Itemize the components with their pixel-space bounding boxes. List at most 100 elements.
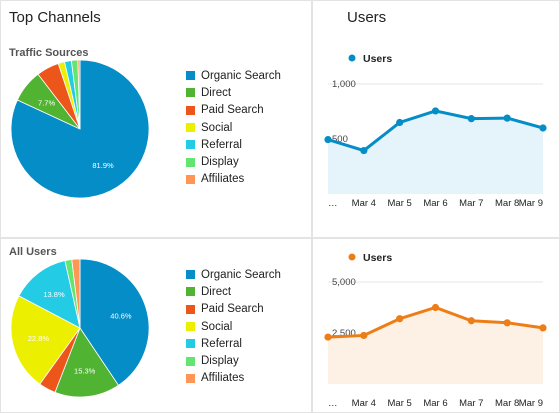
traffic-sources-legend: Organic Search Direct Paid Search Social Ref… xyxy=(186,67,281,188)
all-users-legend: Organic Search Direct Paid Search Social Ref… xyxy=(186,266,281,387)
traffic-sources-label: Traffic Sources xyxy=(9,47,89,59)
legend-item-paid-search[interactable]: Paid Search xyxy=(186,301,281,318)
legend-swatch-referral xyxy=(186,140,195,150)
legend-label: Users xyxy=(363,53,392,65)
legend-label: Direct xyxy=(201,86,232,99)
x-tick-label: … xyxy=(328,198,338,209)
y-tick-label: 1,000 xyxy=(332,79,356,90)
legend-label: Affiliates xyxy=(201,372,245,385)
pie-slice-label: 13.8% xyxy=(43,290,65,299)
x-tick-label: … xyxy=(328,398,338,409)
data-point[interactable] xyxy=(539,124,547,132)
pie-slice-direct[interactable] xyxy=(54,327,119,398)
legend-label: Paid Search xyxy=(201,303,264,316)
legend-item-organic-search[interactable]: Organic Search xyxy=(186,67,281,84)
legend-swatch-affiliates xyxy=(186,174,195,184)
legend-item-affiliates[interactable]: Affiliates xyxy=(186,370,281,387)
x-tick-label: Mar 5 xyxy=(388,398,412,409)
pie-slice-label: 40.6% xyxy=(110,312,132,321)
x-tick-label: Mar 6 xyxy=(423,198,447,209)
pie-slice-label: 15.3% xyxy=(74,367,96,376)
x-tick-label: Mar 9 xyxy=(519,398,543,409)
legend-label: Affiliates xyxy=(201,173,245,186)
legend-swatch-direct xyxy=(186,88,195,98)
legend-item-direct[interactable]: Direct xyxy=(186,283,281,300)
legend-item-social[interactable]: Social xyxy=(186,318,281,335)
legend-label: Organic Search xyxy=(201,268,281,281)
pie-slice-organic-search[interactable] xyxy=(79,258,150,386)
pie-slice-label: 81.9% xyxy=(92,161,114,170)
legend-label: Referral xyxy=(201,138,242,151)
legend-item-social[interactable]: Social xyxy=(186,119,281,136)
data-point[interactable] xyxy=(360,146,368,155)
data-point[interactable] xyxy=(503,114,511,122)
legend-label: Display xyxy=(201,355,239,368)
legend-label: Display xyxy=(201,156,239,169)
x-tick-label: Mar 8 xyxy=(495,198,519,209)
legend-item-referral[interactable]: Referral xyxy=(186,335,281,352)
x-tick-label: Mar 6 xyxy=(423,398,447,409)
legend-swatch-display xyxy=(186,356,195,366)
legend-swatch-paid-search xyxy=(186,304,195,314)
data-point[interactable] xyxy=(360,331,368,340)
legend-label: Paid Search xyxy=(201,104,264,117)
legend-label: Social xyxy=(201,320,233,333)
pie-slice-social[interactable] xyxy=(10,295,81,385)
legend-label: Referral xyxy=(201,337,242,350)
traffic-sources-pie-chart: 81.9% 7.7% xyxy=(10,59,150,199)
legend-label: Social xyxy=(201,121,233,134)
legend-swatch-organic-search xyxy=(186,71,195,81)
y-tick-label: 5,000 xyxy=(332,277,356,288)
data-point[interactable] xyxy=(503,319,511,327)
x-tick-label: Mar 4 xyxy=(352,398,376,409)
y-tick-label: 500 xyxy=(332,134,348,145)
legend-swatch-social xyxy=(186,123,195,133)
legend-item-referral[interactable]: Referral xyxy=(186,136,281,153)
data-point[interactable] xyxy=(467,317,475,325)
data-point[interactable] xyxy=(539,324,547,332)
top-channels-title: Top Channels xyxy=(9,9,101,26)
x-tick-label: Mar 5 xyxy=(388,198,412,209)
data-point[interactable] xyxy=(324,333,332,341)
legend-swatch-referral xyxy=(186,339,195,349)
legend-swatch-social xyxy=(186,322,195,332)
y-tick-label: 2,500 xyxy=(332,328,356,339)
users-line-chart-lower: Users 5,000 2,500 … Mar 4 Mar 5 Mar 6 Mar 7 Mar … xyxy=(324,252,547,409)
area-fill xyxy=(328,110,543,194)
x-tick-label: Mar 7 xyxy=(459,198,483,209)
users-title: Users xyxy=(347,9,387,26)
legend-dot xyxy=(348,253,356,261)
pie-slice-affiliates[interactable] xyxy=(77,59,81,130)
all-users-pie-chart: 40.6% 15.3% 22.8% 13.8% xyxy=(10,258,150,398)
x-tick-label: Mar 7 xyxy=(459,398,483,409)
pie-slice-label: 22.8% xyxy=(28,334,50,343)
legend-swatch-direct xyxy=(186,287,195,297)
legend-label: Direct xyxy=(201,285,232,298)
legend-item-organic-search[interactable]: Organic Search xyxy=(186,266,281,283)
legend-dot xyxy=(348,54,356,62)
legend-swatch-paid-search xyxy=(186,105,195,115)
legend-item-direct[interactable]: Direct xyxy=(186,84,281,101)
all-users-label: All Users xyxy=(9,246,57,258)
pie-slice-affiliates[interactable] xyxy=(71,258,81,329)
area-fill xyxy=(328,307,543,384)
x-tick-label: Mar 9 xyxy=(519,198,543,209)
data-point[interactable] xyxy=(467,115,475,123)
pie-slice-label: 7.7% xyxy=(38,98,55,107)
data-point[interactable] xyxy=(431,303,440,312)
legend-item-paid-search[interactable]: Paid Search xyxy=(186,102,281,119)
data-point[interactable] xyxy=(431,107,440,115)
legend-swatch-display xyxy=(186,157,195,167)
data-point[interactable] xyxy=(396,118,404,127)
x-tick-label: Mar 4 xyxy=(352,198,376,209)
pie-slice-referral[interactable] xyxy=(18,260,81,329)
data-point[interactable] xyxy=(324,135,332,144)
data-point[interactable] xyxy=(396,315,404,323)
legend-swatch-affiliates xyxy=(186,373,195,383)
legend-swatch-organic-search xyxy=(186,270,195,280)
legend-item-display[interactable]: Display xyxy=(186,352,281,369)
x-tick-label: Mar 8 xyxy=(495,398,519,409)
legend-item-affiliates[interactable]: Affiliates xyxy=(186,171,281,188)
legend-item-display[interactable]: Display xyxy=(186,153,281,170)
